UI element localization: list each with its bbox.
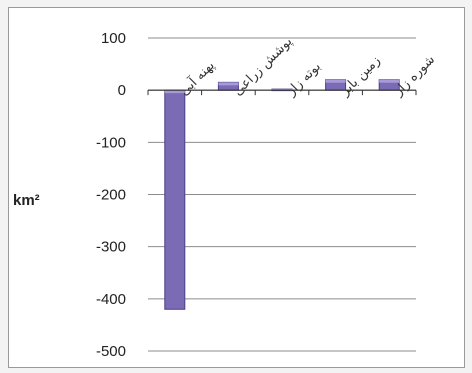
y-tick-label: -500	[96, 343, 126, 360]
zero-axis	[147, 89, 417, 96]
chart-frame	[8, 7, 465, 368]
y-tick-label: -400	[96, 291, 126, 308]
category-label: زمین بایر	[337, 53, 383, 99]
bar	[164, 89, 186, 310]
y-tick-label: -300	[96, 239, 126, 256]
category-label: پهنه آبی	[176, 57, 218, 99]
bar-cap	[379, 79, 400, 83]
bar-cap	[325, 79, 346, 83]
y-tick-label: -100	[96, 134, 126, 151]
y-tick-label: 100	[101, 30, 126, 47]
y-axis-label: km²	[13, 192, 40, 209]
y-tick-labels: 100 0 -100 -200 -300 -400 -500	[96, 30, 126, 360]
y-tick-label: 0	[118, 82, 126, 99]
y-tick-label: -200	[96, 187, 126, 204]
category-label: شوره زار	[391, 52, 438, 99]
category-label: بوته زار	[284, 59, 324, 99]
bar-cap	[218, 82, 239, 86]
bar-cap	[164, 90, 185, 94]
